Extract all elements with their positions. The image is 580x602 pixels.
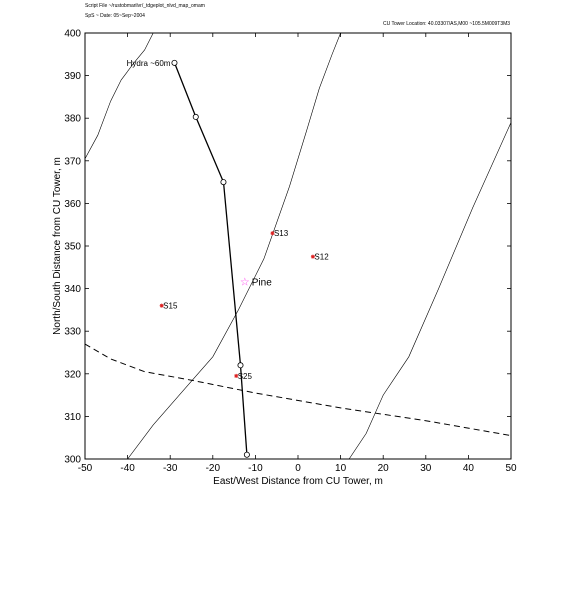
tower-point-5: [243, 451, 250, 458]
tower-line-label: Hydra ~60m: [127, 59, 171, 68]
pine-group: ☆ Pine: [240, 276, 272, 289]
x-tick-label-30: 30: [420, 463, 432, 474]
y-tick-label-360: 360: [64, 199, 81, 210]
script-date-text: SpS ~ Date: 05~Sep~2004: [85, 13, 145, 19]
contours: [85, 33, 511, 459]
tower-line-group: Hydra ~60m: [127, 59, 250, 458]
station-label-s13: S13: [274, 229, 289, 238]
y-tick-label-380: 380: [64, 114, 81, 125]
station-label-s12: S12: [314, 253, 329, 262]
y-axis-label: North/South Distance from CU Tower, m: [52, 157, 63, 335]
station-marker-s13: [270, 231, 275, 236]
tower-point-4: [237, 362, 244, 369]
x-tick-label-20: 20: [378, 463, 390, 474]
tower-location-text: CU Tower Location: 40.03307/AS,M00 ~105.…: [383, 21, 511, 27]
y-tick-label-330: 330: [64, 327, 81, 338]
station-marker-s15: [159, 303, 164, 308]
y-tick-label-400: 400: [64, 29, 81, 40]
pine-label: Pine: [252, 278, 272, 289]
tower-line: [173, 62, 248, 455]
pine-star-icon: ☆: [240, 276, 250, 289]
x-tick-label-50: 50: [505, 463, 517, 474]
plot-frame: [84, 32, 512, 460]
y-tick-label-300: 300: [64, 455, 81, 466]
stations: S13 S12 S15 S25: [159, 229, 329, 381]
dashed-boundary: [85, 343, 511, 437]
y-tick-label-320: 320: [64, 369, 81, 380]
x-tick-label-10: 10: [335, 463, 347, 474]
station-label-s25: S25: [238, 372, 253, 381]
y-tick-label-390: 390: [64, 71, 81, 82]
tower-point-1: [171, 59, 178, 66]
x-tick-label--10: -10: [248, 463, 263, 474]
tower-point-2: [192, 113, 199, 120]
y-tick-label-340: 340: [64, 284, 81, 295]
y-tick-label-350: 350: [64, 242, 81, 253]
dashed-line: [85, 343, 511, 437]
axis-ticks: -50 -40 -30 -20 -10 0 10 20 30 40 50 300 310 320 330 34…: [64, 29, 517, 475]
contour-line-3: [348, 122, 511, 459]
y-tick-label-310: 310: [64, 412, 81, 423]
script-file-text: Script File ~/rustobmarilvr/_tdgeplot_nl…: [85, 3, 205, 9]
x-tick-label--20: -20: [206, 463, 221, 474]
x-tick-label--50: -50: [78, 463, 93, 474]
station-marker-s12: [310, 254, 315, 259]
y-tick-label-370: 370: [64, 156, 81, 167]
contour-line-2: [127, 33, 341, 459]
station-label-s15: S15: [163, 302, 178, 311]
contour-line-1: [85, 33, 154, 159]
x-tick-label-40: 40: [463, 463, 475, 474]
x-tick-label--40: -40: [120, 463, 135, 474]
x-axis-label: East/West Distance from CU Tower, m: [213, 476, 383, 487]
x-tick-label-0: 0: [295, 463, 301, 474]
x-tick-label--30: -30: [163, 463, 178, 474]
tower-point-3: [220, 179, 227, 186]
station-marker-s25: [234, 373, 239, 378]
